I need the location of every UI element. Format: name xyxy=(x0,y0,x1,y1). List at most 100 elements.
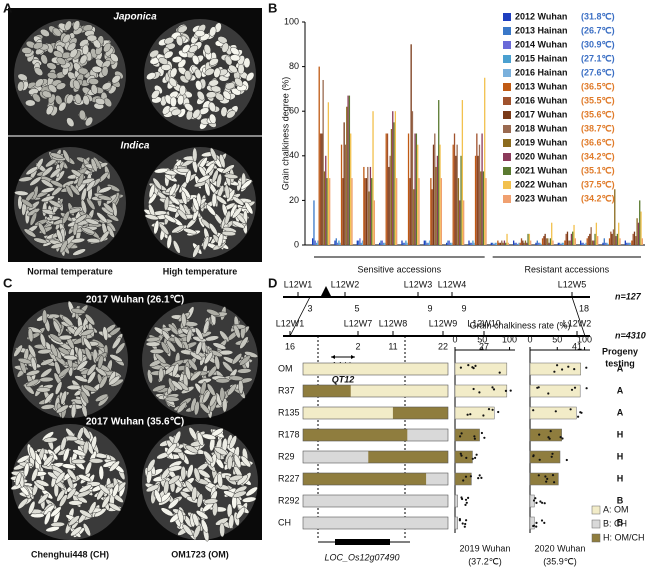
grain xyxy=(175,35,184,47)
grain xyxy=(200,519,209,533)
grain xyxy=(151,89,160,99)
grain xyxy=(233,454,242,469)
grain xyxy=(222,90,232,100)
bar xyxy=(454,494,458,508)
grain xyxy=(186,328,193,343)
grain xyxy=(177,208,188,221)
bar xyxy=(586,238,588,245)
grain xyxy=(111,74,121,84)
bar xyxy=(428,240,431,245)
bar xyxy=(402,242,404,245)
row-label: R135 xyxy=(278,407,300,417)
caption: High temperature xyxy=(163,266,238,276)
bar xyxy=(461,100,464,245)
bar xyxy=(529,428,562,442)
bar xyxy=(616,233,619,245)
bar xyxy=(317,240,319,245)
grain xyxy=(209,349,223,357)
map-connector xyxy=(289,296,311,337)
bar xyxy=(495,242,498,245)
grain xyxy=(23,228,37,238)
arrowhead xyxy=(331,355,335,359)
genotype-segment xyxy=(350,385,448,397)
dot xyxy=(473,435,476,438)
bar xyxy=(602,242,604,245)
marker-count: 18 xyxy=(579,303,589,313)
bar xyxy=(530,240,532,245)
marker-count: 27 xyxy=(479,341,489,351)
bar xyxy=(342,178,344,245)
grain xyxy=(98,186,112,194)
dot xyxy=(547,436,550,439)
grain xyxy=(95,393,109,402)
grain xyxy=(49,179,64,188)
legend-label: 2014 Wuhan xyxy=(515,39,567,49)
grain xyxy=(17,497,29,510)
bar xyxy=(371,178,373,245)
bar xyxy=(382,242,385,245)
bar xyxy=(454,516,458,530)
grain xyxy=(108,502,122,512)
caption: OM1723 (OM) xyxy=(171,549,229,559)
grain xyxy=(39,376,54,383)
bar xyxy=(541,238,544,245)
grain xyxy=(33,237,48,244)
bar xyxy=(396,178,398,245)
grain xyxy=(90,158,98,172)
dot xyxy=(480,476,483,479)
marker-name: L12W9 xyxy=(429,318,458,328)
grain xyxy=(14,472,22,487)
grain xyxy=(205,162,215,175)
dot xyxy=(535,501,538,504)
n-label: n=127 xyxy=(615,291,642,301)
dot xyxy=(561,437,564,440)
grain xyxy=(40,358,54,366)
bar xyxy=(581,242,583,245)
bar xyxy=(491,242,494,245)
bar xyxy=(365,178,368,245)
legend-label: 2019 Wuhan xyxy=(515,137,567,147)
grain xyxy=(167,498,180,510)
bar xyxy=(625,242,628,245)
grain xyxy=(29,446,36,461)
bar xyxy=(321,133,323,245)
marker-count: 16 xyxy=(285,341,295,351)
bar xyxy=(558,242,561,245)
grain xyxy=(61,210,70,225)
bar xyxy=(562,242,565,245)
grain xyxy=(228,64,238,74)
dot xyxy=(497,410,500,414)
photo-label: Japonica xyxy=(113,12,157,23)
grain xyxy=(176,401,187,414)
grain xyxy=(80,199,87,214)
legend-label: 2022 Wuhan xyxy=(515,179,567,189)
grain xyxy=(43,437,58,443)
bar xyxy=(406,242,408,245)
dot xyxy=(467,496,470,499)
bar xyxy=(343,122,345,245)
grain xyxy=(66,94,74,105)
bar xyxy=(485,178,487,245)
legend-swatch xyxy=(591,519,601,529)
dot xyxy=(471,366,474,369)
grain xyxy=(166,443,177,455)
dot xyxy=(464,475,468,478)
grain xyxy=(70,308,86,314)
grain xyxy=(177,509,184,524)
bar xyxy=(484,77,486,245)
legend-temperature: (31.8℃) xyxy=(581,11,615,21)
bar xyxy=(516,243,519,245)
grain xyxy=(82,44,89,55)
grain xyxy=(49,152,64,160)
grain xyxy=(228,375,244,381)
bar xyxy=(539,242,541,245)
bar xyxy=(340,144,343,245)
bar xyxy=(570,233,573,245)
panel-label: A xyxy=(3,0,13,15)
marker-name: L12W3 xyxy=(404,279,433,289)
grain xyxy=(62,33,71,44)
grain xyxy=(40,368,53,378)
dot xyxy=(553,370,556,373)
bar xyxy=(631,240,633,245)
grain xyxy=(166,340,177,353)
